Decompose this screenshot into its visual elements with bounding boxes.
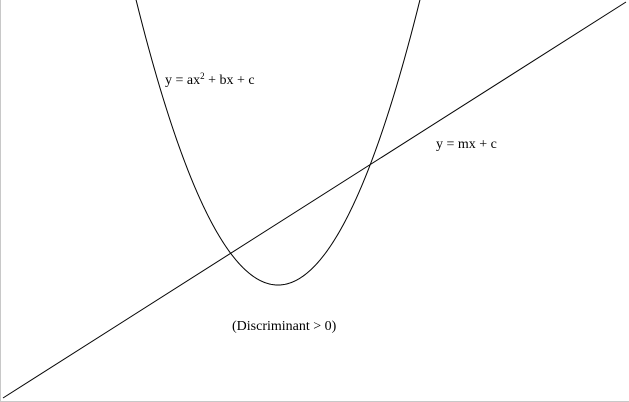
parabola-curve [135,0,421,286]
parabola-equation-label: y = ax2 + bx + c [165,71,255,88]
line-equation-label: y = mx + c [436,137,497,152]
discriminant-note: (Discriminant > 0) [232,319,337,334]
